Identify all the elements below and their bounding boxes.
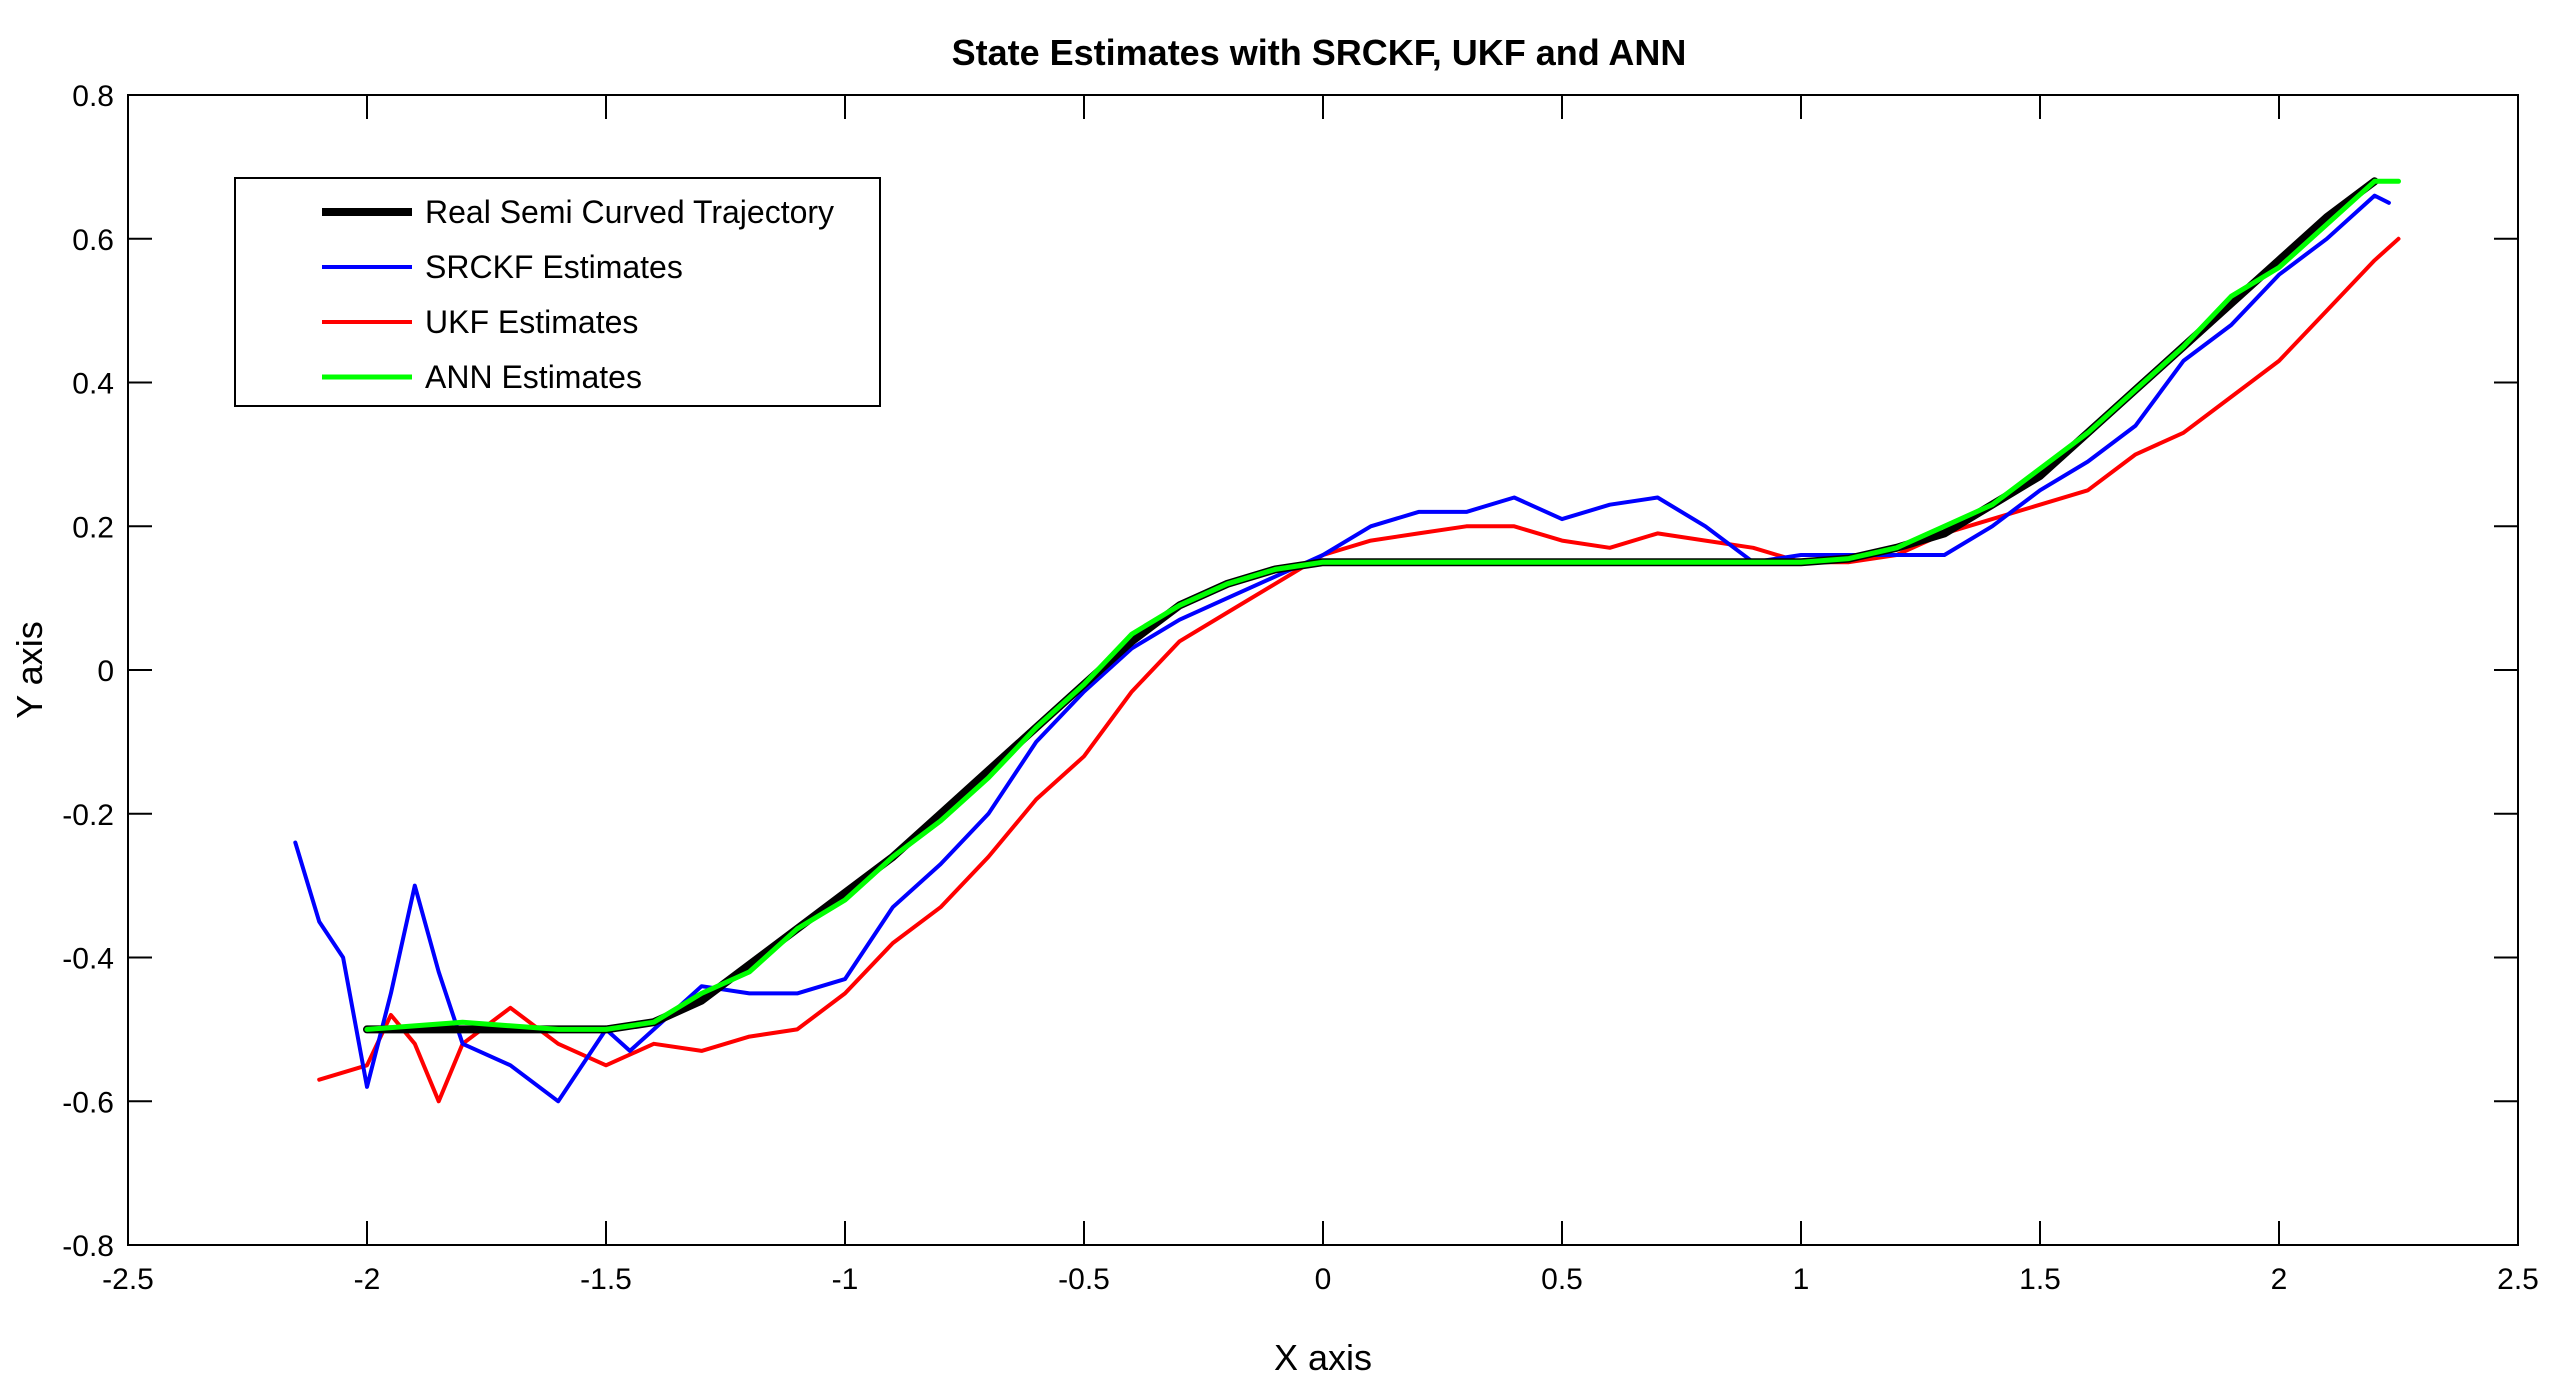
y-axis-label: Y axis	[9, 621, 50, 718]
y-tick-label: 0.4	[72, 368, 114, 401]
plot-frame	[127, 94, 2519, 1246]
chart-title: State Estimates with SRCKF, UKF and ANN	[952, 32, 1687, 73]
legend-label-ann: ANN Estimates	[425, 359, 642, 395]
x-tick-label: -2	[354, 1263, 381, 1296]
y-tick-label: 0.2	[72, 511, 114, 544]
y-tick-label: -0.6	[62, 1086, 114, 1119]
x-tick-label: -2.5	[102, 1263, 154, 1296]
series-layer	[293, 177, 2401, 1104]
x-tick-label: 0.5	[1541, 1263, 1583, 1296]
x-tick-label: 0	[1315, 1263, 1332, 1296]
x-tick-label: 2	[2271, 1263, 2288, 1296]
legend-label-srckf: SRCKF Estimates	[425, 249, 683, 285]
series-line-ann	[364, 178, 2401, 1032]
x-tick-label: 1.5	[2019, 1263, 2061, 1296]
series-line-srckf	[293, 193, 2391, 1104]
legend: Real Semi Curved Trajectory SRCKF Estima…	[234, 177, 881, 407]
x-tick-label: 2.5	[2497, 1263, 2539, 1296]
x-tick-label: 1	[1793, 1263, 1810, 1296]
x-axis-label: X axis	[1274, 1337, 1372, 1378]
x-tick-label: -0.5	[1058, 1263, 1110, 1296]
ticks-layer: -2.5 -2 -1.5 -1 -0.5 0 0.5 1 1.5 2 2.5 -0.8 -0.6 -0.4…	[62, 80, 2539, 1296]
y-tick-label: 0	[97, 655, 114, 688]
y-tick-label: 0.8	[72, 80, 114, 113]
legend-label-ukf: UKF Estimates	[425, 304, 638, 340]
y-tick-label: -0.2	[62, 799, 114, 832]
legend-label-real: Real Semi Curved Trajectory	[425, 194, 834, 230]
y-tick-label: -0.4	[62, 943, 114, 976]
y-tick-label: -0.8	[62, 1230, 114, 1263]
x-tick-label: -1	[832, 1263, 859, 1296]
x-tick-label: -1.5	[580, 1263, 632, 1296]
y-tick-label: 0.6	[72, 224, 114, 257]
